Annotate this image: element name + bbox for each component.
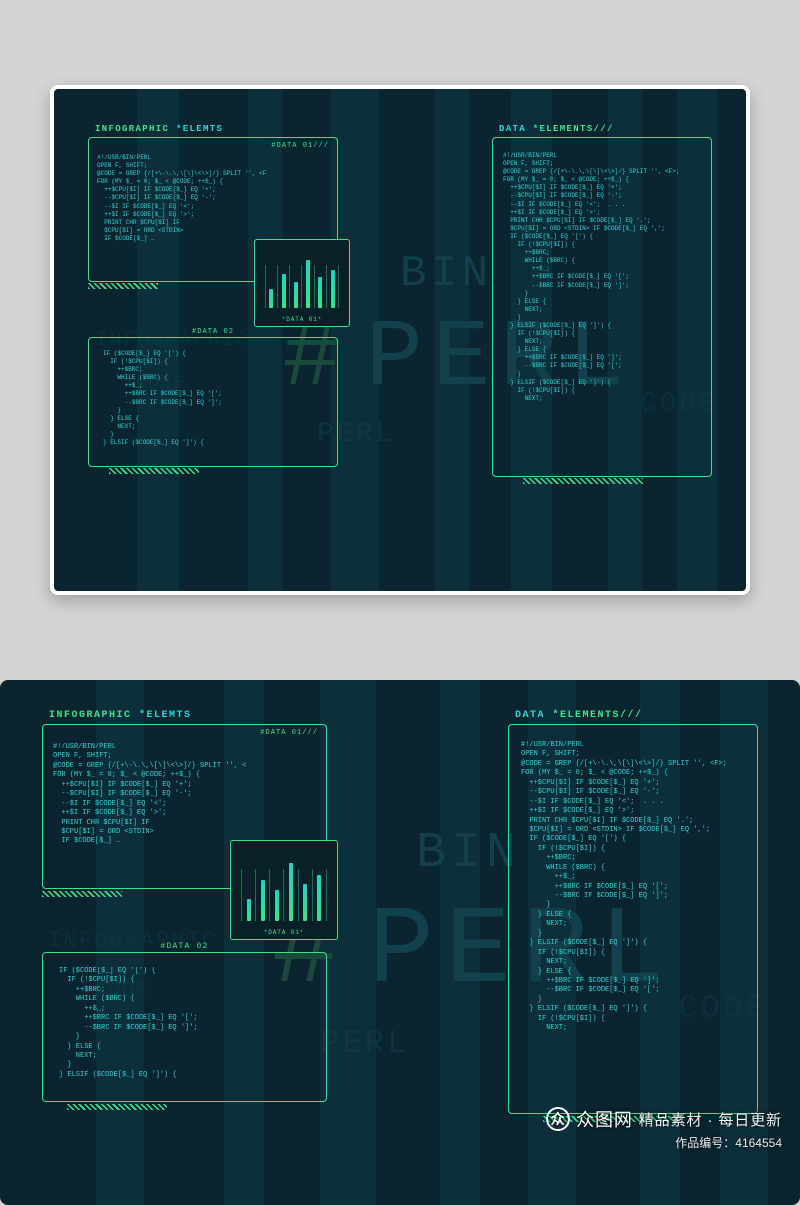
hatch-2b: [67, 1104, 167, 1110]
watermark-tagline: 精品素材 · 每日更新: [639, 1109, 782, 1130]
panel2-code: IF ($CODE[$_] EQ '[') { IF (!$CPU[$I]) {…: [103, 350, 222, 447]
p2-title-b: *ELEMTS: [139, 710, 192, 721]
hatch-decoration-3: [523, 478, 643, 484]
panel-code: #!/USR/BIN/PERL OPEN F, SHIFT; @CODE = G…: [97, 154, 267, 243]
right-title-b: *ELEMENTS///: [533, 124, 614, 134]
panel2-data-elements: DATA *ELEMENTS/// #!/USR/BIN/PERL OPEN F…: [508, 724, 758, 1114]
panel-data-elements: DATA *ELEMENTS/// #!/USR/BIN/PERL OPEN F…: [492, 137, 712, 477]
bar-chart-2: [239, 847, 329, 921]
watermark-id: 4164554: [735, 1136, 782, 1150]
p2-title-a: INFOGRAPHIC: [49, 710, 132, 721]
watermark-brand: 众图网: [576, 1106, 633, 1132]
p2-code: #!/USR/BIN/PERL OPEN F, SHIFT; @CODE = G…: [53, 743, 246, 847]
watermark: 众 众图网 精品素材 · 每日更新 作品编号：4164554: [546, 1106, 782, 1151]
chart-label-2: *DATA 01*: [231, 929, 337, 936]
preview-card-full: BIN # PERL PERL INFOGRAPHIC #CODE CODE I…: [0, 680, 800, 1205]
panel2-data02: #DATA 02 IF ($CODE[$_] EQ '[') { IF (!$C…: [42, 952, 327, 1102]
hatch-2a: [42, 891, 122, 897]
preview-card-framed: BIN # PERL PERL INFOGRAPHIC #CODE CODE I…: [50, 85, 750, 595]
right-title-a: DATA: [499, 124, 526, 134]
panel2-title: #DATA 02: [186, 328, 240, 336]
p2-subtag: #DATA 01///: [260, 729, 318, 737]
bar-chart: [263, 246, 341, 308]
p2r-title-b: *ELEMENTS///: [553, 710, 643, 721]
panel-subtag: #DATA 01///: [271, 142, 329, 150]
watermark-id-label: 作品编号：: [675, 1136, 735, 1150]
logo-icon: 众: [546, 1107, 570, 1131]
hatch-decoration: [88, 283, 158, 289]
chart-label: *DATA 01*: [255, 316, 349, 323]
p2b-code: IF ($CODE[$_] EQ '[') { IF (!$CPU[$I]) {…: [59, 967, 198, 1080]
chart-panel: *DATA 01*: [254, 239, 350, 327]
p2r-code: #!/USR/BIN/PERL OPEN F, SHIFT; @CODE = G…: [521, 741, 749, 1034]
p2r-title-a: DATA: [515, 710, 545, 721]
chart-panel-2: *DATA 01*: [230, 840, 338, 940]
hatch-decoration-2: [109, 468, 199, 474]
right-code: #!/USR/BIN/PERL OPEN F, SHIFT; @CODE = G…: [503, 152, 705, 403]
p2b-title: #DATA 02: [154, 942, 214, 951]
panel-title-b: *ELEMTS: [176, 124, 223, 134]
panel-title-a: INFOGRAPHIC: [95, 124, 169, 134]
panel-data02: #DATA 02 IF ($CODE[$_] EQ '[') { IF (!$C…: [88, 337, 338, 467]
